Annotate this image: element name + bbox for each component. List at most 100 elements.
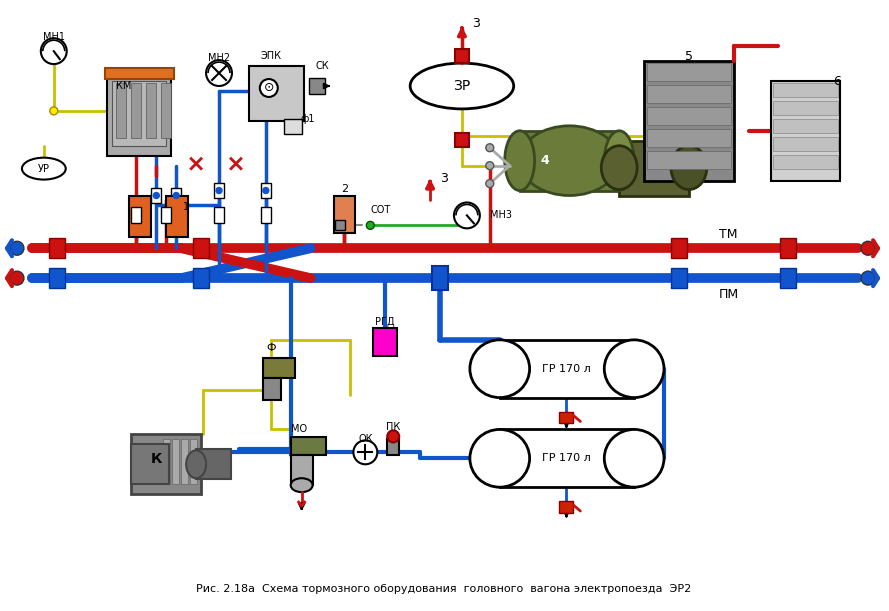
Bar [249,66,304,121]
Text: ЗР: ЗР [453,79,470,93]
Bar [500,430,634,487]
Bar [291,455,313,485]
Bar [773,155,838,169]
Bar [520,131,620,191]
Bar [455,49,469,63]
Text: 3: 3 [472,16,480,30]
Ellipse shape [186,450,206,478]
Bar [193,238,209,258]
Bar [161,83,172,137]
Text: ОК: ОК [358,434,372,444]
Text: 2: 2 [340,183,348,194]
Text: ПК: ПК [386,422,400,433]
Ellipse shape [605,340,664,398]
Ellipse shape [410,63,514,109]
Circle shape [173,192,180,199]
Circle shape [485,162,493,170]
Bar [151,188,161,203]
Circle shape [216,188,222,194]
Bar [132,444,169,484]
Circle shape [206,60,232,86]
Bar [308,78,324,94]
Circle shape [50,107,58,115]
Text: МН1: МН1 [43,32,65,42]
Text: 5: 5 [685,49,693,63]
Bar [647,129,731,147]
Bar [190,439,197,484]
Bar [671,238,687,258]
Bar [214,208,224,224]
Ellipse shape [601,146,637,189]
Bar [647,107,731,125]
Text: К: К [150,452,162,466]
Text: МН2: МН2 [208,53,230,63]
Bar [771,81,840,181]
Bar [172,188,181,203]
Ellipse shape [671,146,707,189]
Bar [432,266,448,290]
Circle shape [861,271,875,285]
Bar [773,101,838,115]
Ellipse shape [470,340,530,398]
Bar [166,196,188,237]
Text: 3: 3 [440,172,448,185]
Bar [49,268,65,288]
Bar [111,81,166,146]
Bar [49,238,65,258]
Circle shape [485,180,493,188]
Circle shape [10,271,24,285]
Bar [161,208,172,224]
Bar [105,68,174,79]
Bar [773,119,838,133]
Bar [373,328,397,356]
Circle shape [153,192,159,199]
Circle shape [485,144,493,152]
Bar [172,439,180,484]
Bar [559,501,573,513]
Bar [214,183,224,199]
Text: СОТ: СОТ [370,205,390,216]
Text: ПМ: ПМ [718,288,739,301]
Bar [132,434,201,494]
Bar [284,119,301,134]
Bar [647,63,731,81]
Circle shape [861,241,875,255]
Circle shape [41,38,67,64]
Bar [335,221,346,230]
Text: 6: 6 [833,75,841,87]
Bar [181,439,188,484]
Circle shape [366,221,374,229]
Bar [620,141,689,196]
Ellipse shape [505,131,534,191]
Bar [455,133,469,147]
Bar [781,268,797,288]
Bar [671,268,687,288]
Text: Рис. 2.18а  Схема тормозного оборудования  головного  вагона электропоезда  ЭР2: Рис. 2.18а Схема тормозного оборудования… [196,584,692,594]
Bar [164,439,171,484]
Text: РГД: РГД [375,317,395,327]
Text: ⊙: ⊙ [263,81,274,95]
Text: ГР 170 л: ГР 170 л [542,453,591,463]
Bar [645,61,733,181]
Circle shape [454,202,480,229]
Circle shape [260,79,277,97]
Text: ф1: ф1 [300,114,316,124]
Text: МО: МО [291,425,307,434]
Bar [647,151,731,169]
Ellipse shape [22,158,66,180]
Bar [647,85,731,103]
Circle shape [354,441,377,464]
Circle shape [388,430,399,442]
Bar [388,439,399,455]
Ellipse shape [520,126,620,196]
Bar [130,196,151,237]
Ellipse shape [605,430,664,487]
Text: ГР 170 л: ГР 170 л [542,364,591,374]
Text: КМ: КМ [116,81,132,91]
Bar [291,437,325,455]
Text: СК: СК [316,61,329,71]
Ellipse shape [291,478,313,492]
Bar [333,196,356,233]
Bar [263,378,281,400]
Circle shape [263,188,268,194]
